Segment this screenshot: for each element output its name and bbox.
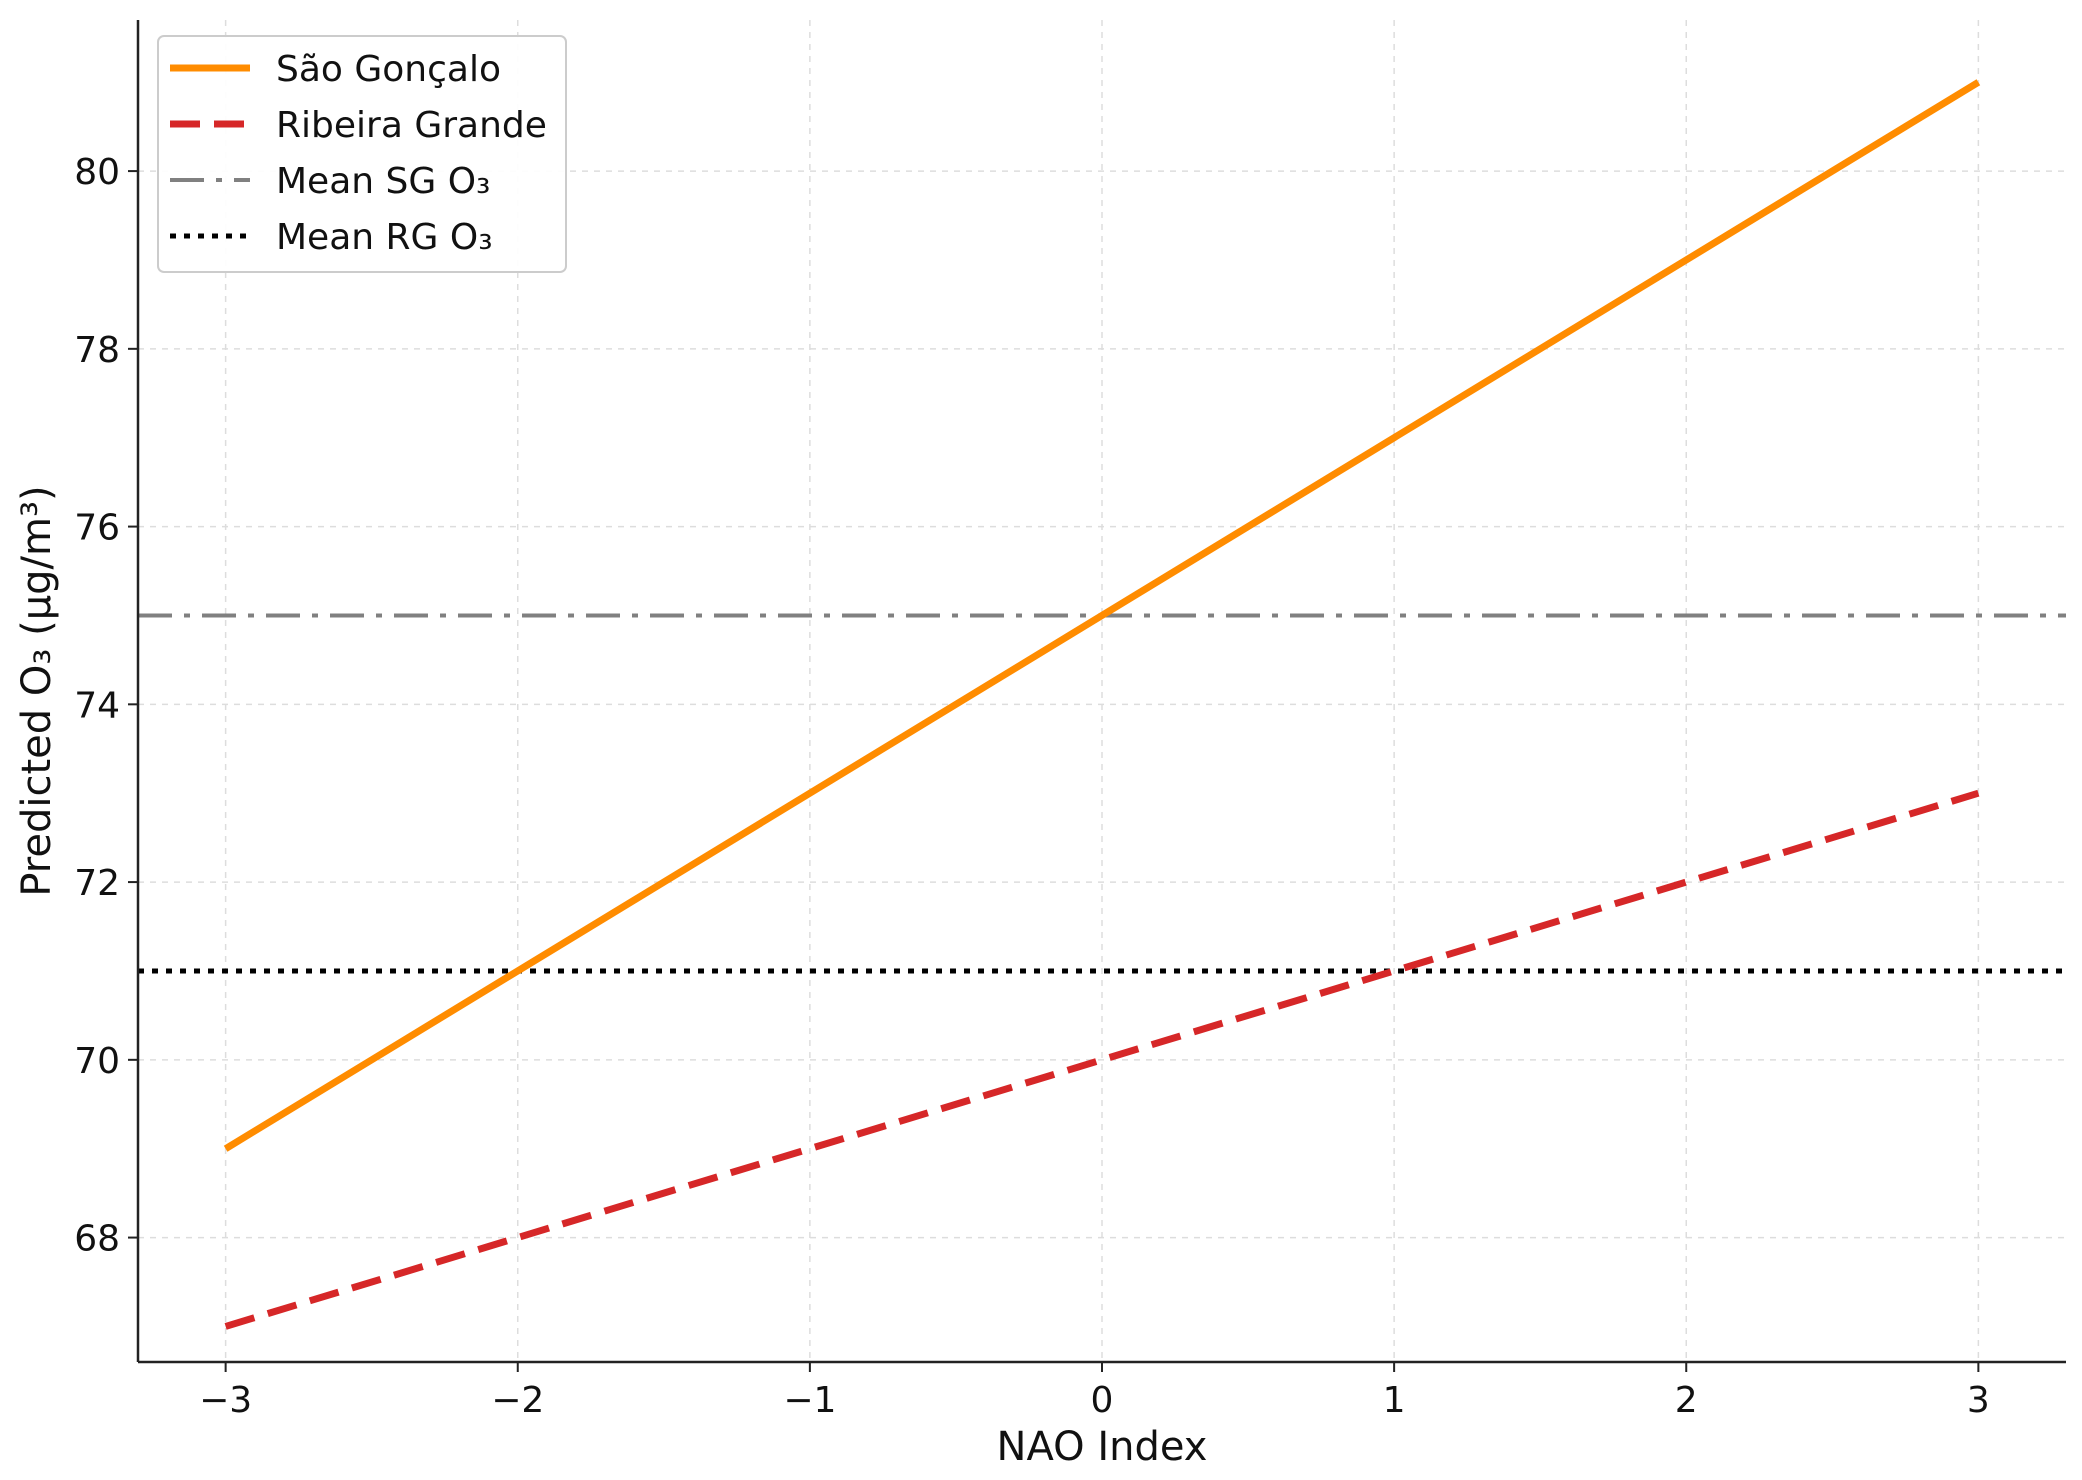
- y-tick-label: 72: [74, 863, 120, 904]
- legend-label: São Gonçalo: [276, 49, 501, 90]
- legend-label: Mean RG O₃: [276, 217, 493, 258]
- y-axis-title: Predicted O₃ (µg/m³): [14, 485, 60, 896]
- y-tick-label: 70: [74, 1041, 120, 1082]
- y-tick-label: 74: [74, 685, 120, 726]
- legend-label: Mean SG O₃: [276, 161, 491, 202]
- x-tick-label: −2: [491, 1380, 544, 1421]
- legend: São Gonçalo Ribeira Grande Mean SG O₃ Mean …: [157, 35, 567, 273]
- x-axis-title: NAO Index: [997, 1424, 1208, 1470]
- tick-labels: −3 −2 −1 0 1 2 3 68 70 72 74 76 78 80: [74, 152, 1990, 1421]
- x-tick-label: 1: [1383, 1380, 1406, 1421]
- legend-label: Ribeira Grande: [276, 105, 547, 146]
- x-tick-label: 2: [1675, 1380, 1698, 1421]
- series-lines: [223, 79, 1981, 1330]
- x-tick-label: 0: [1091, 1380, 1114, 1421]
- x-tick-label: −1: [783, 1380, 836, 1421]
- series-line: [223, 79, 1981, 1152]
- grid-layer: [138, 20, 2066, 1362]
- x-tick-label: −3: [199, 1380, 252, 1421]
- axes: [128, 20, 2066, 1372]
- legend-box: [157, 35, 567, 273]
- y-tick-label: 80: [74, 152, 120, 193]
- y-tick-label: 78: [74, 330, 120, 371]
- y-tick-label: 68: [74, 1219, 120, 1260]
- y-tick-label: 76: [74, 508, 120, 549]
- x-tick-label: 3: [1967, 1380, 1990, 1421]
